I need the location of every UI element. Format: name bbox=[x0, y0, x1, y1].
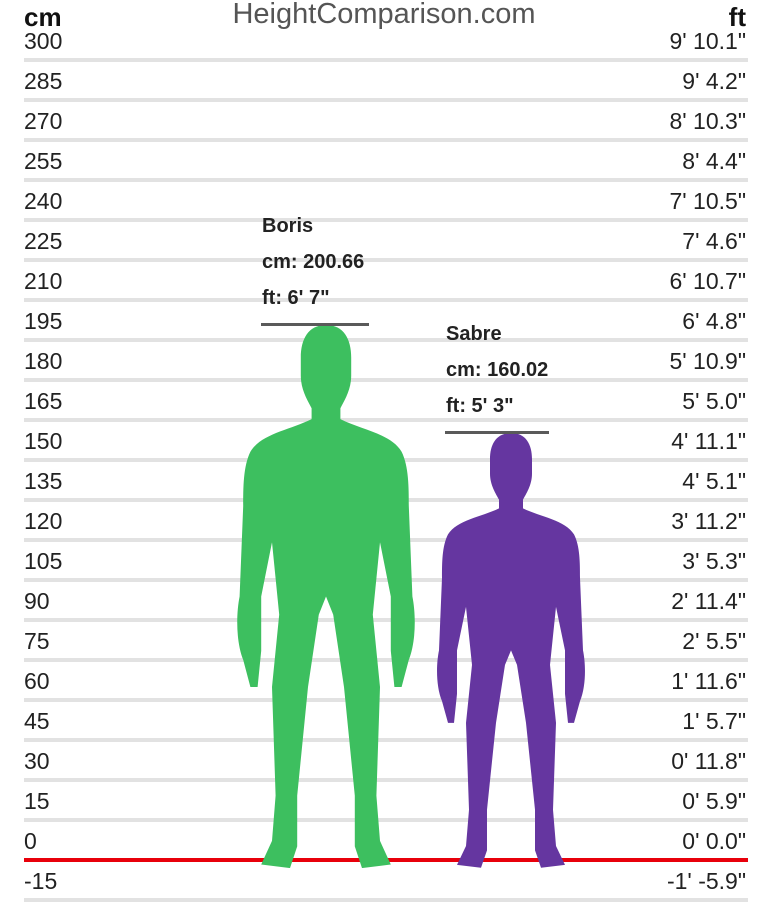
ft-tick-label: 3' 11.2" bbox=[671, 508, 746, 534]
ft-tick-label: 1' 11.6" bbox=[671, 668, 746, 694]
cm-tick-label: 135 bbox=[24, 468, 63, 494]
ft-tick-label: -1' -5.9" bbox=[666, 868, 746, 894]
cm-tick-label: 15 bbox=[24, 788, 50, 814]
ft-tick-label: 4' 5.1" bbox=[682, 468, 746, 494]
ft-tick-label: 7' 10.5" bbox=[669, 188, 746, 214]
grid-line bbox=[24, 818, 748, 822]
cm-tick-label: 165 bbox=[24, 388, 63, 414]
person-name: Boris bbox=[262, 214, 314, 237]
ft-tick-label: 5' 10.9" bbox=[669, 348, 746, 374]
grid-line bbox=[24, 58, 748, 62]
person-cm-label: cm: 200.66 bbox=[262, 250, 365, 273]
grid-line bbox=[24, 618, 748, 622]
cm-tick-label: 105 bbox=[24, 548, 63, 574]
ft-tick-label: 9' 10.1" bbox=[669, 28, 746, 54]
height-marker-line bbox=[261, 322, 369, 326]
grid-line bbox=[24, 178, 748, 182]
ft-tick-label: 0' 5.9" bbox=[682, 788, 746, 814]
grid-line bbox=[24, 418, 748, 422]
person-silhouette-icon bbox=[437, 433, 585, 868]
cm-tick-label: 45 bbox=[24, 708, 50, 734]
cm-tick-label: 90 bbox=[24, 588, 50, 614]
ft-tick-label: 9' 4.2" bbox=[682, 68, 746, 94]
grid-line bbox=[24, 98, 748, 102]
grid-line bbox=[24, 218, 748, 222]
grid-line bbox=[24, 578, 748, 582]
ft-tick-label: 3' 5.3" bbox=[682, 548, 746, 574]
ft-tick-label: 0' 0.0" bbox=[682, 828, 746, 854]
cm-tick-label: 270 bbox=[24, 108, 63, 134]
grid-line bbox=[24, 898, 748, 902]
ft-tick-label: 7' 4.6" bbox=[682, 228, 746, 254]
grid-line bbox=[24, 258, 748, 262]
person-ft-label: ft: 6' 7" bbox=[262, 286, 330, 309]
cm-tick-label: 300 bbox=[24, 28, 63, 54]
person-silhouette-icon bbox=[237, 324, 415, 868]
ft-tick-label: 8' 10.3" bbox=[669, 108, 746, 134]
person-ft-label: ft: 5' 3" bbox=[446, 395, 514, 418]
grid-line bbox=[24, 298, 748, 302]
cm-unit-label: cm bbox=[24, 2, 62, 32]
cm-tick-label: 285 bbox=[24, 68, 63, 94]
cm-tick-label: 180 bbox=[24, 348, 63, 374]
grid-line bbox=[24, 698, 748, 702]
grid-line bbox=[24, 738, 748, 742]
person-name: Sabre bbox=[446, 323, 502, 346]
person-silhouette-boris[interactable] bbox=[236, 324, 416, 868]
ft-tick-label: 6' 4.8" bbox=[682, 308, 746, 334]
site-title: HeightComparison.com bbox=[232, 0, 536, 30]
height-marker-line bbox=[445, 431, 549, 435]
cm-tick-label: 255 bbox=[24, 148, 63, 174]
ft-tick-label: 2' 11.4" bbox=[671, 588, 746, 614]
ft-tick-label: 5' 5.0" bbox=[682, 388, 746, 414]
person-cm-label: cm: 160.02 bbox=[446, 359, 549, 382]
ft-tick-label: 6' 10.7" bbox=[669, 268, 746, 294]
cm-tick-label: -15 bbox=[24, 868, 58, 894]
cm-tick-label: 60 bbox=[24, 668, 50, 694]
cm-tick-label: 225 bbox=[24, 228, 63, 254]
ft-tick-label: 1' 5.7" bbox=[682, 708, 746, 734]
person-silhouette-sabre[interactable] bbox=[436, 433, 586, 868]
grid-line bbox=[24, 338, 748, 342]
person-info: Boris cm: 200.66 ft: 6' 7" bbox=[262, 208, 364, 316]
ft-tick-label: 0' 11.8" bbox=[671, 748, 746, 774]
ft-unit-label: ft bbox=[728, 2, 746, 32]
cm-tick-label: 75 bbox=[24, 628, 50, 654]
cm-tick-label: 0 bbox=[24, 828, 37, 854]
grid-line bbox=[24, 778, 748, 782]
person-info: Sabre cm: 160.02 ft: 5' 3" bbox=[446, 316, 548, 424]
cm-tick-label: 150 bbox=[24, 428, 63, 454]
cm-tick-label: 195 bbox=[24, 308, 63, 334]
ft-tick-label: 8' 4.4" bbox=[682, 148, 746, 174]
cm-tick-label: 240 bbox=[24, 188, 63, 214]
grid-line bbox=[24, 378, 748, 382]
cm-tick-label: 210 bbox=[24, 268, 63, 294]
cm-tick-label: 120 bbox=[24, 508, 63, 534]
cm-tick-label: 30 bbox=[24, 748, 50, 774]
ft-tick-label: 4' 11.1" bbox=[671, 428, 746, 454]
ft-tick-label: 2' 5.5" bbox=[682, 628, 746, 654]
grid-line bbox=[24, 658, 748, 662]
grid-line bbox=[24, 138, 748, 142]
